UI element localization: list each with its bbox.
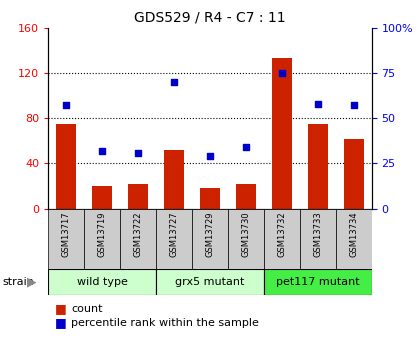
Point xyxy=(99,148,105,154)
Text: strain: strain xyxy=(2,277,34,287)
Text: wild type: wild type xyxy=(77,277,128,287)
Point xyxy=(278,70,285,76)
Bar xyxy=(128,184,148,209)
Bar xyxy=(236,184,256,209)
Bar xyxy=(344,139,364,209)
Bar xyxy=(164,150,184,209)
Text: GSM13732: GSM13732 xyxy=(277,212,286,257)
Text: ■: ■ xyxy=(55,316,66,329)
Bar xyxy=(84,209,120,269)
Text: GSM13717: GSM13717 xyxy=(62,212,71,257)
Point xyxy=(63,103,70,108)
Bar xyxy=(48,209,84,269)
Bar xyxy=(48,269,156,295)
Text: ■: ■ xyxy=(55,302,66,315)
Bar xyxy=(192,209,228,269)
Text: count: count xyxy=(71,304,103,314)
Point xyxy=(135,150,142,155)
Text: GSM13729: GSM13729 xyxy=(205,212,215,257)
Point xyxy=(350,103,357,108)
Text: grx5 mutant: grx5 mutant xyxy=(175,277,245,287)
Bar xyxy=(156,209,192,269)
Text: GSM13733: GSM13733 xyxy=(313,212,322,257)
Bar xyxy=(264,269,372,295)
Bar xyxy=(308,124,328,209)
Text: GSM13719: GSM13719 xyxy=(98,212,107,257)
Bar xyxy=(92,186,112,209)
Text: percentile rank within the sample: percentile rank within the sample xyxy=(71,318,259,327)
Bar xyxy=(272,58,292,209)
Point xyxy=(243,144,249,150)
Text: GSM13730: GSM13730 xyxy=(241,212,250,257)
Text: GSM13722: GSM13722 xyxy=(134,212,143,257)
Text: ▶: ▶ xyxy=(27,276,36,288)
Bar xyxy=(228,209,264,269)
Text: GDS529 / R4 - C7 : 11: GDS529 / R4 - C7 : 11 xyxy=(134,10,286,24)
Bar xyxy=(120,209,156,269)
Bar xyxy=(56,124,76,209)
Bar xyxy=(156,269,264,295)
Point xyxy=(315,101,321,106)
Bar xyxy=(200,188,220,209)
Point xyxy=(207,154,213,159)
Text: GSM13734: GSM13734 xyxy=(349,212,358,257)
Point xyxy=(171,79,177,85)
Bar xyxy=(300,209,336,269)
Bar xyxy=(336,209,372,269)
Text: pet117 mutant: pet117 mutant xyxy=(276,277,360,287)
Bar xyxy=(264,209,300,269)
Text: GSM13727: GSM13727 xyxy=(170,212,178,257)
